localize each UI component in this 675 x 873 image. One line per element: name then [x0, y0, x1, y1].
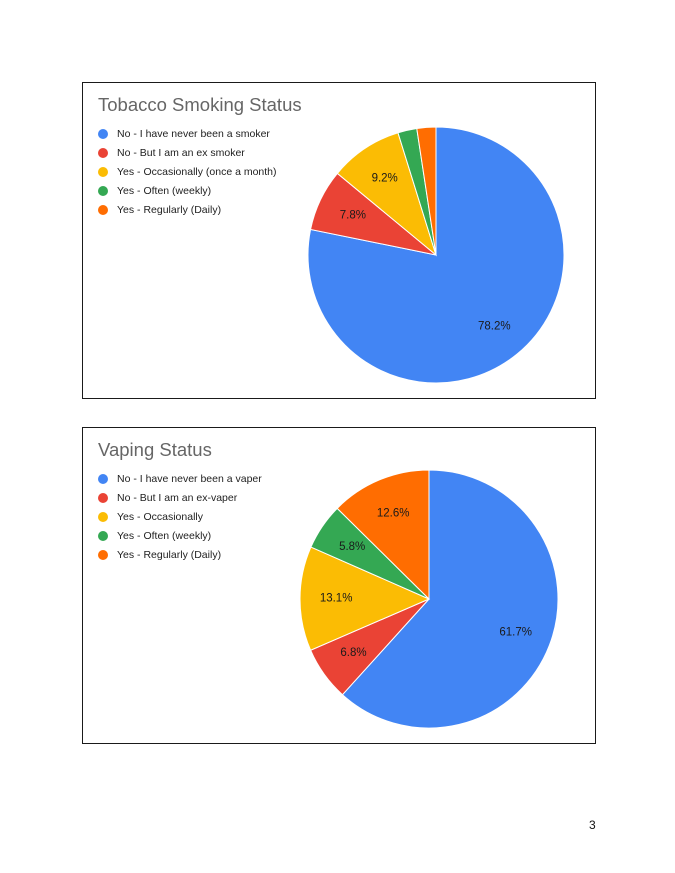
legend-item: Yes - Regularly (Daily) — [98, 200, 277, 219]
chart-panel-smoking: Tobacco Smoking Status No - I have never… — [82, 82, 596, 399]
legend-label: Yes - Often (weekly) — [117, 529, 212, 542]
data-label: 9.2% — [372, 172, 398, 184]
legend-item: No - But I am an ex smoker — [98, 143, 277, 162]
chart-legend: No - I have never been a smoker No - But … — [98, 124, 277, 219]
legend-marker — [98, 128, 108, 139]
legend-item: Yes - Regularly (Daily) — [98, 545, 262, 564]
data-label: 12.6% — [377, 507, 410, 519]
chart-title: Tobacco Smoking Status — [98, 94, 302, 115]
page-number: 3 — [589, 818, 596, 832]
legend-item: Yes - Occasionally (once a month) — [98, 162, 277, 181]
legend-label: No - But I am an ex-vaper — [117, 491, 238, 504]
legend-item: Yes - Often (weekly) — [98, 526, 262, 545]
data-label: 13.1% — [320, 593, 353, 605]
legend-label: No - I have never been a smoker — [117, 127, 270, 140]
data-label: 5.8% — [339, 541, 365, 553]
legend-label: Yes - Occasionally — [117, 510, 203, 523]
legend-marker — [98, 147, 108, 158]
pie-chart: 78.2% 7.8% 9.2% — [307, 126, 565, 384]
legend-marker — [98, 166, 108, 177]
legend-marker — [98, 549, 108, 560]
data-label: 61.7% — [499, 626, 532, 638]
legend-marker — [98, 473, 108, 484]
pie-chart: 61.7% 6.8% 13.1% 5.8% 12.6% — [299, 469, 559, 729]
pie-slice — [416, 126, 437, 256]
legend-marker — [98, 204, 108, 215]
legend-marker — [98, 530, 108, 541]
legend-item: Yes - Occasionally — [98, 507, 262, 526]
pie-slice — [336, 469, 430, 601]
legend-label: Yes - Often (weekly) — [117, 184, 212, 197]
legend-marker — [98, 492, 108, 503]
chart-legend: No - I have never been a vaper No - But I… — [98, 469, 262, 564]
chart-panel-vaping: Vaping Status No - I have never been a v… — [82, 427, 596, 744]
legend-item: No - I have never been a smoker — [98, 124, 277, 143]
data-label: 7.8% — [340, 209, 366, 221]
data-label: 78.2% — [478, 320, 511, 332]
legend-item: No - But I am an ex-vaper — [98, 488, 262, 507]
legend-label: Yes - Regularly (Daily) — [117, 548, 222, 561]
legend-item: No - I have never been a vaper — [98, 469, 262, 488]
legend-item: Yes - Often (weekly) — [98, 181, 277, 200]
pie-slice — [299, 546, 431, 651]
data-label: 6.8% — [340, 647, 366, 659]
legend-label: No - I have never been a vaper — [117, 472, 262, 485]
chart-title: Vaping Status — [98, 439, 212, 460]
legend-marker — [98, 511, 108, 522]
legend-marker — [98, 185, 108, 196]
legend-label: Yes - Occasionally (once a month) — [117, 165, 277, 178]
legend-label: Yes - Regularly (Daily) — [117, 203, 222, 216]
pie-slice — [307, 126, 565, 384]
legend-label: No - But I am an ex smoker — [117, 146, 245, 159]
pie-slice — [341, 469, 559, 729]
